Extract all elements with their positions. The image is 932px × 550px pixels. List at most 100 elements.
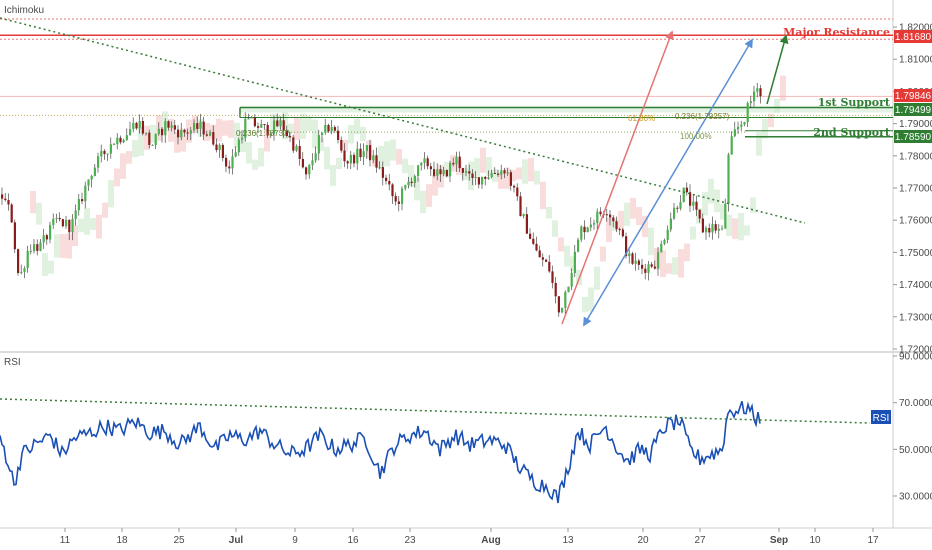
cloud-segment bbox=[480, 147, 486, 173]
cloud-segment bbox=[546, 206, 552, 219]
current-price-value: 1.79846 bbox=[895, 91, 932, 102]
target-arrow-green bbox=[766, 34, 789, 105]
projection-arrow-blue bbox=[583, 38, 753, 327]
candle-body bbox=[445, 170, 448, 177]
candle-body bbox=[164, 121, 167, 136]
candle-body bbox=[698, 209, 701, 219]
cloud-segment bbox=[516, 167, 522, 180]
candle-body bbox=[263, 123, 266, 125]
second-support-tag bbox=[894, 130, 932, 143]
cloud-segment bbox=[552, 220, 558, 237]
candle-body bbox=[205, 134, 208, 136]
candle-body bbox=[132, 122, 135, 130]
candle-body bbox=[388, 181, 391, 185]
trend-drawings[interactable] bbox=[0, 17, 806, 327]
rsi-axis[interactable]: 90.0000 70.0000 50.0000 30.0000 bbox=[893, 352, 932, 503]
price-tick-label: 1.72000 bbox=[899, 345, 932, 356]
first-support-label: 1st Support bbox=[818, 96, 891, 109]
cloud-segment bbox=[330, 165, 336, 186]
candle-body bbox=[628, 253, 631, 257]
cloud-segment bbox=[132, 140, 138, 158]
cloud-segment bbox=[630, 197, 636, 219]
candle-body bbox=[743, 122, 746, 125]
candle-body bbox=[135, 122, 138, 129]
candle-body bbox=[509, 172, 512, 186]
candle-body bbox=[311, 160, 314, 166]
cloud-segment bbox=[732, 218, 738, 239]
price-tick-label: 1.82000 bbox=[899, 23, 932, 34]
price-tick-label: 1.75000 bbox=[899, 248, 932, 259]
time-axis[interactable]: 11 18 25 Jul 9 16 23 Aug 13 20 27 Sep 10 17 bbox=[60, 528, 879, 546]
candle-body bbox=[125, 135, 128, 141]
cloud-segment bbox=[672, 257, 678, 275]
price-axis[interactable]: 1.820001.810001.800001.790001.780001.770… bbox=[893, 23, 932, 356]
candle-body bbox=[503, 170, 506, 174]
cloud-segment bbox=[624, 202, 630, 226]
candle-body bbox=[375, 155, 378, 168]
candle-body bbox=[391, 184, 394, 197]
candle-body bbox=[615, 221, 618, 230]
candle-body bbox=[682, 187, 685, 203]
candle-body bbox=[77, 199, 80, 211]
candle-body bbox=[244, 118, 247, 138]
candle-body bbox=[212, 132, 215, 145]
candle-body bbox=[513, 185, 516, 188]
candle-body bbox=[660, 243, 663, 253]
candle-body bbox=[730, 136, 733, 155]
cloud-segment bbox=[420, 190, 426, 214]
cloud-segment bbox=[90, 218, 96, 230]
candle-body bbox=[673, 207, 676, 219]
first-support-tag bbox=[894, 103, 932, 116]
rsi-tick-label: 30.0000 bbox=[899, 492, 932, 503]
candle-body bbox=[20, 271, 23, 273]
candle-body bbox=[653, 266, 656, 269]
candle-body bbox=[52, 218, 55, 225]
candle-body bbox=[74, 210, 77, 219]
price-tick-label: 1.73000 bbox=[899, 312, 932, 323]
fib-label-236-upper: 0.236(1.79257) bbox=[675, 112, 730, 121]
candle-body bbox=[49, 224, 52, 240]
cloud-segment bbox=[168, 118, 174, 142]
candle-body bbox=[548, 261, 551, 272]
candle-body bbox=[285, 130, 288, 136]
candle-body bbox=[170, 125, 173, 128]
candle-body bbox=[404, 185, 407, 189]
candle-body bbox=[401, 188, 404, 204]
candle-body bbox=[327, 124, 330, 132]
cloud-segment bbox=[372, 156, 378, 167]
time-tick-label: 10 bbox=[809, 535, 821, 546]
candle-body bbox=[122, 140, 125, 143]
candle-body bbox=[180, 129, 183, 138]
candle-body bbox=[580, 226, 583, 240]
price-tick-label: 1.77000 bbox=[899, 184, 932, 195]
candle-body bbox=[260, 123, 263, 128]
candle-body bbox=[100, 150, 103, 157]
candle-body bbox=[333, 127, 336, 131]
candle-body bbox=[417, 165, 420, 177]
candle-body bbox=[305, 167, 308, 175]
cloud-segment bbox=[768, 113, 774, 128]
candle-body bbox=[426, 158, 429, 167]
candle-body bbox=[669, 218, 672, 230]
candle-body bbox=[151, 144, 154, 146]
rsi-trendline bbox=[0, 398, 871, 424]
candle-body bbox=[7, 200, 10, 205]
candle-body bbox=[535, 243, 538, 251]
candle-body bbox=[644, 268, 647, 273]
cloud-segment bbox=[144, 125, 150, 150]
candle-body bbox=[519, 196, 522, 217]
candle-body bbox=[324, 124, 327, 133]
cloud-segment bbox=[498, 172, 504, 189]
candle-body bbox=[394, 196, 397, 202]
cloud-segment bbox=[276, 116, 282, 130]
candle-body bbox=[215, 144, 218, 151]
candle-body bbox=[250, 117, 253, 119]
candle-body bbox=[449, 162, 452, 177]
candle-body bbox=[36, 244, 39, 251]
cloud-segment bbox=[72, 225, 78, 247]
candle-body bbox=[589, 224, 592, 228]
candle-body bbox=[429, 166, 432, 170]
candle-body bbox=[676, 207, 679, 209]
candle-body bbox=[253, 117, 256, 127]
